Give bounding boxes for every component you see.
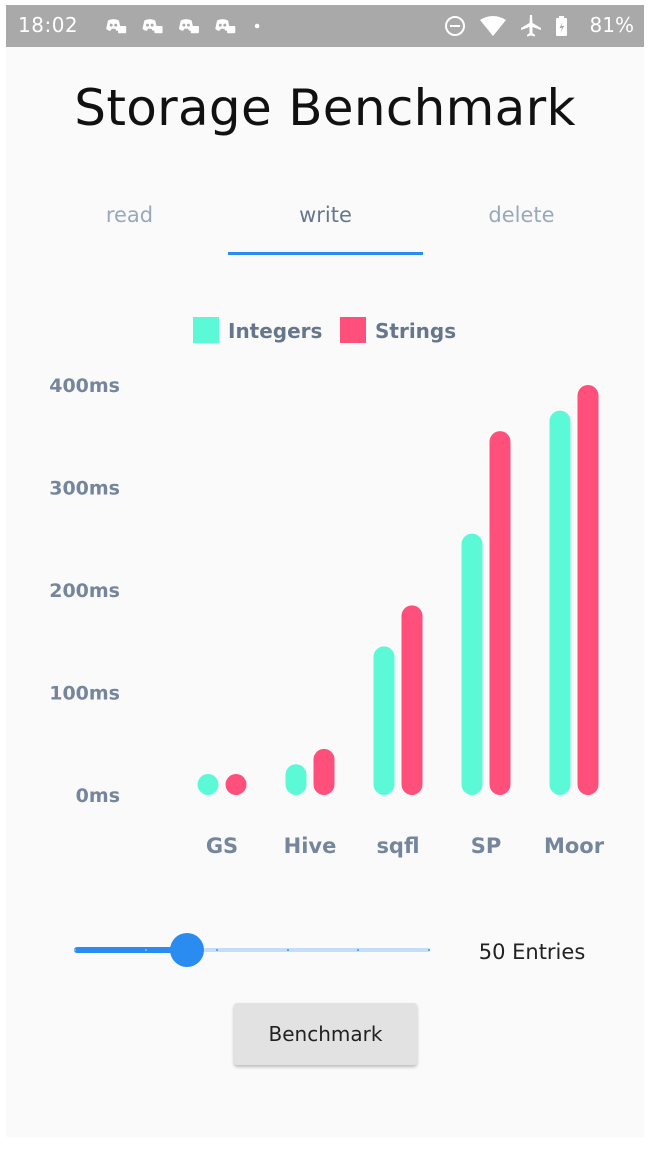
y-tick-label: 300ms <box>49 478 120 500</box>
slider-tick <box>74 949 76 951</box>
y-tick-label: 200ms <box>49 580 120 602</box>
bar-integers-hive <box>285 764 307 795</box>
bar-integers-gs <box>197 774 219 795</box>
x-axis: GS Hive sqfl SP Moor <box>206 834 605 858</box>
benchmark-button[interactable]: Benchmark <box>234 1003 417 1065</box>
slider-tick <box>215 949 218 951</box>
app-screen: 18:02 81% Storage Benchmark read <box>6 5 644 1137</box>
discord-icon <box>215 19 236 34</box>
x-tick-label: Moor <box>544 834 605 858</box>
legend-label-strings: Strings <box>375 319 456 343</box>
slider-tick <box>357 949 360 951</box>
slider-thumb[interactable] <box>170 933 205 967</box>
chart-legend: Integers Strings <box>193 317 456 343</box>
airplane-icon <box>521 15 541 37</box>
operation-tabs: read write delete <box>32 185 617 259</box>
x-tick-label: GS <box>206 834 238 858</box>
discord-icon <box>142 19 163 34</box>
slider-track <box>74 948 430 952</box>
bar-integers-moor <box>549 410 571 795</box>
y-tick-label: 0ms <box>76 785 120 807</box>
do-not-disturb-icon <box>445 16 465 36</box>
legend-label-integers: Integers <box>228 319 322 343</box>
x-tick-label: Hive <box>284 834 337 858</box>
slider-track-active <box>74 947 188 953</box>
bar-strings-sp <box>489 431 511 795</box>
bar-strings-sqfl <box>401 605 423 795</box>
wifi-icon <box>480 16 506 36</box>
bar-strings-hive <box>313 748 335 795</box>
bar-strings-gs <box>225 774 247 795</box>
system-icons <box>445 15 567 37</box>
entries-count-label: 50 Entries <box>478 940 586 964</box>
status-bar: 18:02 81% <box>6 5 644 47</box>
slider-tick <box>286 949 289 951</box>
bar-integers-sqfl <box>373 646 395 795</box>
slider-tick <box>144 949 147 951</box>
battery-percentage: 81% <box>589 13 634 37</box>
benchmark-chart: Integers Strings 0ms100ms200ms300ms400ms … <box>49 317 605 858</box>
status-time: 18:02 <box>18 13 79 37</box>
bar-integers-sp <box>461 533 483 795</box>
x-tick-label: sqfl <box>376 834 419 858</box>
discord-icon <box>106 19 127 34</box>
slider-tick <box>428 949 431 951</box>
entries-slider[interactable] <box>74 930 434 970</box>
bar-strings-moor <box>577 385 599 795</box>
dot-icon <box>254 23 260 29</box>
tab-indicator <box>228 252 423 255</box>
legend-swatch-integers <box>193 317 219 343</box>
y-tick-label: 100ms <box>49 683 120 705</box>
y-tick-label: 400ms <box>49 375 120 397</box>
legend-swatch-strings <box>340 317 366 343</box>
page-title: Storage Benchmark <box>74 79 576 137</box>
y-axis: 0ms 100ms 200ms 300ms 400ms <box>49 375 120 807</box>
bars <box>197 385 599 795</box>
tab-read[interactable]: read <box>105 203 154 227</box>
tab-delete[interactable]: delete <box>488 203 555 227</box>
notification-icons <box>106 19 260 34</box>
x-tick-label: SP <box>471 834 502 858</box>
tab-write[interactable]: write <box>299 203 352 227</box>
discord-icon <box>178 19 199 34</box>
